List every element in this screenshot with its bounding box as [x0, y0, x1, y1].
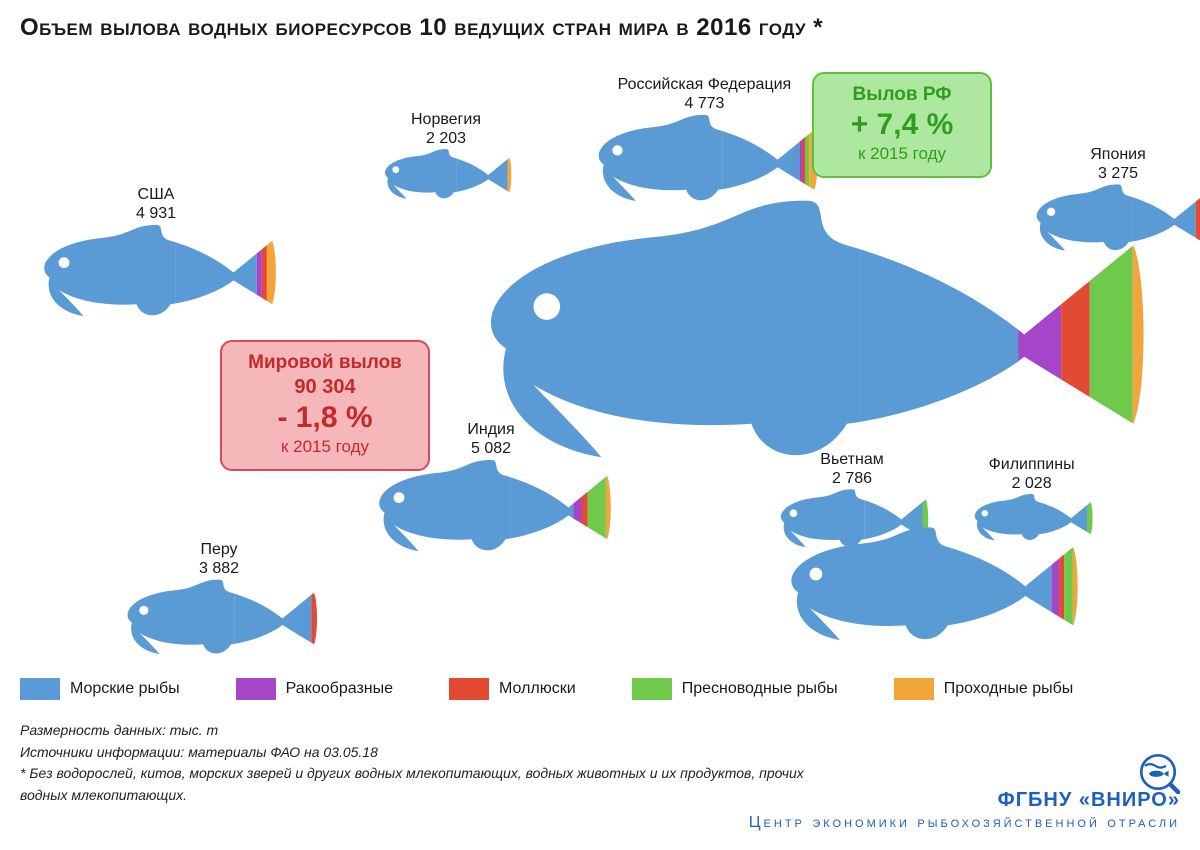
country-value: 3 882	[120, 560, 318, 578]
branding-org: ФГБНУ «ВНИРО»	[749, 789, 1180, 812]
callout-value: 90 304	[240, 376, 410, 399]
legend-item-crustacean: Ракообразные	[236, 678, 393, 700]
callout-rf: Вылов РФ + 7,4 % к 2015 году	[812, 72, 992, 178]
country-value: 4 931	[35, 205, 277, 223]
footnotes: Размерность данных: тыс. тИсточники инфо…	[20, 720, 840, 807]
legend-item-marine: Морские рыбы	[20, 678, 180, 700]
brand-logo-icon	[1136, 750, 1180, 794]
country-name: Норвегия	[380, 110, 512, 130]
callout-title: Мировой вылов	[240, 352, 410, 374]
footnote-line: * Без водорослей, китов, морских зверей …	[20, 763, 840, 806]
legend-label: Ракообразные	[286, 680, 393, 698]
country-norway: Норвегия 2 203	[380, 110, 512, 202]
footnote-line: Размерность данных: тыс. т	[20, 720, 840, 742]
country-peru: Перу 3 882	[120, 540, 318, 659]
callout-sub: к 2015 году	[240, 437, 410, 457]
legend-label: Пресноводные рыбы	[682, 680, 838, 698]
country-value: 3 275	[1030, 165, 1200, 183]
legend-swatch	[236, 678, 276, 700]
legend-label: Проходные рыбы	[944, 680, 1074, 698]
legend: Морские рыбы Ракообразные Моллюски Пресн…	[20, 678, 1180, 700]
country-name: Российская Федерация	[590, 75, 819, 95]
legend-label: Моллюски	[499, 680, 576, 698]
callout-world: Мировой вылов 90 304 - 1,8 % к 2015 году	[220, 340, 430, 471]
callout-title: Вылов РФ	[832, 84, 972, 106]
country-name: Перу	[120, 540, 318, 560]
legend-swatch	[894, 678, 934, 700]
callout-pct: + 7,4 %	[832, 108, 972, 142]
country-value: 2 203	[380, 130, 512, 148]
footnote-line: Источники информации: материалы ФАО на 0…	[20, 742, 840, 764]
legend-swatch	[449, 678, 489, 700]
branding-dept: Центр экономики рыбохозяйственной отрасл…	[749, 814, 1180, 832]
legend-item-freshwater: Пресноводные рыбы	[632, 678, 838, 700]
legend-swatch	[632, 678, 672, 700]
country-name: Вьетнам	[775, 450, 929, 470]
callout-pct: - 1,8 %	[240, 401, 410, 435]
infographic-canvas: США 4 931 Норвегия 2 203 Российская Феде…	[0, 50, 1200, 680]
country-name: Япония	[1030, 145, 1200, 165]
country-usa: США 4 931	[35, 185, 277, 322]
country-russia: Российская Федерация 4 773	[590, 75, 819, 207]
country-indonesia	[780, 525, 1079, 647]
legend-item-anadromous: Проходные рыбы	[894, 678, 1074, 700]
page-title: Объем вылова водных биоресурсов 10 ведущ…	[0, 0, 1200, 42]
branding-block: ФГБНУ «ВНИРО» Центр экономики рыбохозяйс…	[749, 789, 1180, 832]
country-name: США	[35, 185, 277, 205]
country-value: 4 773	[590, 95, 819, 113]
callout-sub: к 2015 году	[832, 144, 972, 164]
country-value: 2 028	[970, 475, 1093, 493]
legend-swatch	[20, 678, 60, 700]
legend-label: Морские рыбы	[70, 680, 180, 698]
legend-item-mollusc: Моллюски	[449, 678, 576, 700]
country-value: 2 786	[775, 470, 929, 488]
country-name: Филиппины	[970, 455, 1093, 475]
